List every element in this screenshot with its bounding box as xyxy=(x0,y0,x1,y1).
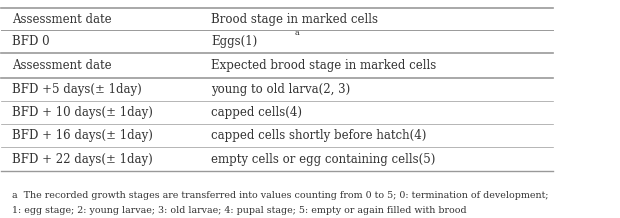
Text: capped cells shortly before hatch(4): capped cells shortly before hatch(4) xyxy=(211,129,427,142)
Text: BFD 0: BFD 0 xyxy=(12,35,50,48)
Text: BFD + 10 days(± 1day): BFD + 10 days(± 1day) xyxy=(12,106,153,119)
Text: Assessment date: Assessment date xyxy=(12,59,112,72)
Text: young to old larva(2, 3): young to old larva(2, 3) xyxy=(211,83,350,96)
Text: 1: egg stage; 2: young larvae; 3: old larvae; 4: pupal stage; 5: empty or again : 1: egg stage; 2: young larvae; 3: old la… xyxy=(12,206,467,215)
Text: a  The recorded growth stages are transferred into values counting from 0 to 5; : a The recorded growth stages are transfe… xyxy=(12,191,549,200)
Text: BFD + 22 days(± 1day): BFD + 22 days(± 1day) xyxy=(12,153,153,165)
Text: a: a xyxy=(295,29,299,37)
Text: BFD +5 days(± 1day): BFD +5 days(± 1day) xyxy=(12,83,142,96)
Text: empty cells or egg containing cells(5): empty cells or egg containing cells(5) xyxy=(211,153,435,165)
Text: capped cells(4): capped cells(4) xyxy=(211,106,302,119)
Text: BFD + 16 days(± 1day): BFD + 16 days(± 1day) xyxy=(12,129,153,142)
Text: Assessment date: Assessment date xyxy=(12,13,112,26)
Text: Brood stage in marked cells: Brood stage in marked cells xyxy=(211,13,378,26)
Text: Expected brood stage in marked cells: Expected brood stage in marked cells xyxy=(211,59,436,72)
Text: Eggs(1): Eggs(1) xyxy=(211,35,257,48)
